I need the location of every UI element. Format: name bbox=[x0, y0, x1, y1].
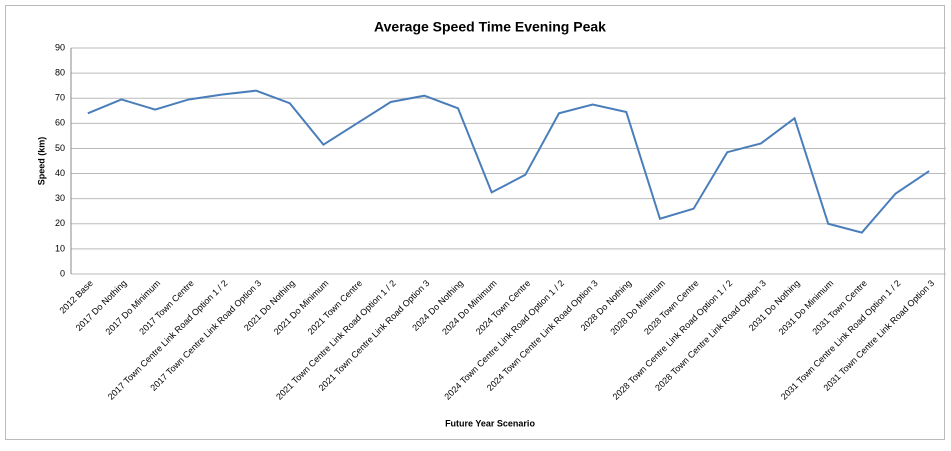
y-tick-label: 90 bbox=[55, 42, 65, 52]
y-tick-label: 40 bbox=[55, 168, 65, 178]
y-tick-label: 30 bbox=[55, 193, 65, 203]
y-tick-label: 60 bbox=[55, 118, 65, 128]
chart-title: Average Speed Time Evening Peak bbox=[374, 19, 606, 35]
y-axis-label: Speed (km) bbox=[36, 137, 46, 186]
x-axis-label: Future Year Scenario bbox=[445, 418, 535, 428]
y-tick-label: 80 bbox=[55, 67, 65, 77]
y-tick-label: 70 bbox=[55, 93, 65, 103]
y-tick-label: 20 bbox=[55, 218, 65, 228]
y-tick-label: 50 bbox=[55, 143, 65, 153]
y-tick-label: 10 bbox=[55, 243, 65, 253]
chart-border bbox=[5, 5, 945, 440]
y-tick-label: 0 bbox=[60, 268, 65, 278]
data-line bbox=[87, 89, 930, 234]
